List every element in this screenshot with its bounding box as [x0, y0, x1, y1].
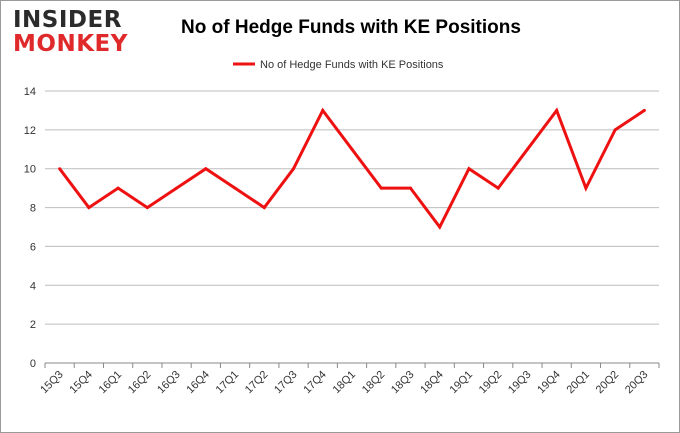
y-tick-label: 8: [30, 203, 36, 215]
y-tick-label: 10: [24, 164, 36, 176]
x-tick-label: 15Q4: [67, 369, 95, 397]
data-point: [262, 206, 266, 210]
x-tick-label: 20Q2: [594, 369, 622, 397]
x-tick-label: 15Q3: [38, 369, 66, 397]
y-tick-label: 2: [30, 319, 36, 331]
data-point: [584, 186, 588, 190]
x-tick-label: 18Q1: [331, 369, 359, 397]
legend-label: No of Hedge Funds with KE Positions: [260, 59, 444, 71]
logo-line-2: MONKEY: [13, 31, 128, 57]
data-point: [496, 186, 500, 190]
data-point: [321, 108, 325, 112]
y-tick-label: 0: [30, 358, 36, 370]
data-point: [350, 147, 354, 151]
data-point: [292, 167, 296, 171]
x-tick-label: 17Q3: [272, 369, 300, 397]
data-point: [408, 186, 412, 190]
x-tick-label: 17Q4: [301, 369, 329, 397]
data-point: [555, 108, 559, 112]
x-tick-label: 17Q2: [243, 369, 271, 397]
data-point: [642, 108, 646, 112]
data-point: [175, 186, 179, 190]
data-point: [467, 167, 471, 171]
chart-title: No of Hedge Funds with KE Positions: [181, 17, 521, 38]
insider-monkey-logo: INSIDER MONKEY: [13, 7, 133, 59]
data-point: [204, 167, 208, 171]
x-tick-label: 18Q3: [389, 369, 417, 397]
data-point: [87, 206, 91, 210]
x-tick-label: 16Q3: [155, 369, 183, 397]
x-tick-label: 19Q2: [477, 369, 505, 397]
x-tick-label: 18Q4: [418, 369, 446, 397]
x-tick-label: 19Q1: [448, 369, 476, 397]
y-tick-label: 4: [30, 280, 36, 292]
x-tick-label: 16Q4: [184, 369, 212, 397]
data-point: [145, 206, 149, 210]
y-tick-label: 14: [24, 86, 36, 98]
x-tick-label: 16Q1: [97, 369, 125, 397]
x-tick-label: 19Q4: [535, 369, 563, 397]
x-tick-label: 17Q1: [214, 369, 242, 397]
data-point: [58, 167, 62, 171]
data-point: [525, 147, 529, 151]
logo-line-1: INSIDER: [13, 7, 122, 33]
y-tick-label: 6: [30, 241, 36, 253]
x-tick-label: 20Q1: [565, 369, 593, 397]
data-point: [379, 186, 383, 190]
data-point: [233, 186, 237, 190]
data-point: [438, 225, 442, 229]
x-tick-label: 16Q2: [126, 369, 154, 397]
x-tick-label: 20Q3: [623, 369, 651, 397]
x-tick-label: 19Q3: [506, 369, 534, 397]
data-point: [116, 186, 120, 190]
x-tick-label: 18Q2: [360, 369, 388, 397]
data-point: [613, 128, 617, 132]
y-tick-label: 12: [24, 125, 36, 137]
